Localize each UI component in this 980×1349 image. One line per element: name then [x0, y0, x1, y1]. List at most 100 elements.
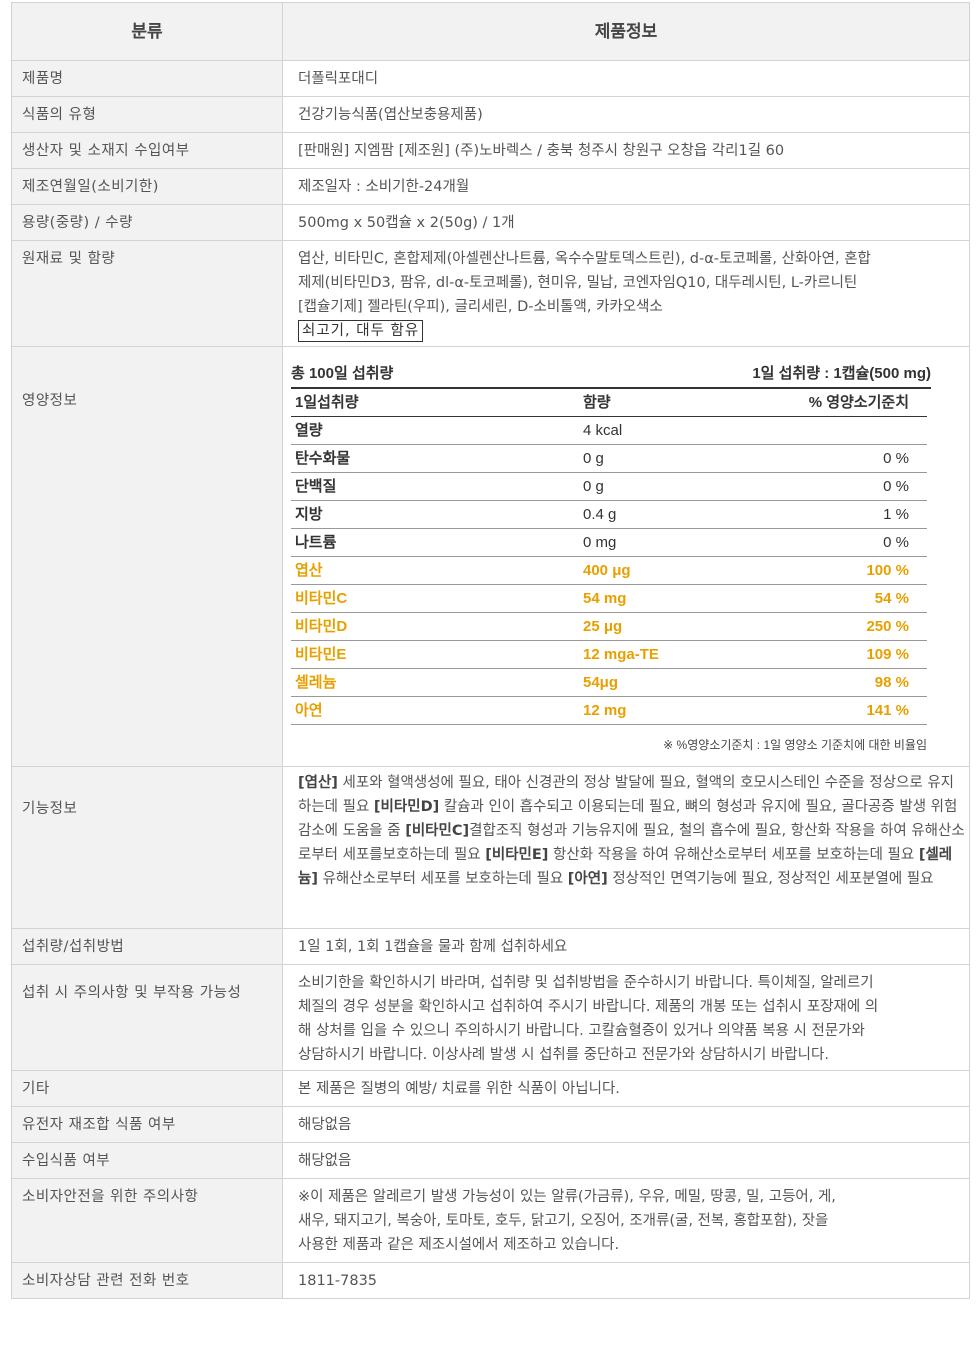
col-pct: % 영양소기준치	[737, 389, 927, 417]
label-phone: 소비자상담 관련 전화 번호	[11, 1262, 283, 1299]
row-etc: 기타 본 제품은 질병의 예방/ 치료를 위한 식품이 아닙니다.	[11, 1070, 970, 1107]
row-safety: 소비자안전을 위한 주의사항 ※이 제품은 알레르기 발생 가능성이 있는 알류…	[11, 1178, 970, 1263]
value-safety: ※이 제품은 알레르기 발생 가능성이 있는 알류(가금류), 우유, 메밀, …	[282, 1178, 970, 1263]
nutrient-amount: 0 g	[579, 472, 737, 501]
row-caution: 섭취 시 주의사항 및 부작용 가능성 소비기한을 확인하시기 바라며, 섭취량…	[11, 964, 970, 1071]
value-nutrition: 총 100일 섭취량 1일 섭취량 : 1캡슐(500 mg) 1일섭취량 함량…	[282, 346, 970, 767]
row-import: 수입식품 여부 해당없음	[11, 1142, 970, 1179]
nutrient-name: 지방	[291, 500, 579, 529]
value-import: 해당없음	[282, 1142, 970, 1179]
nutrient-amount: 12 mga-TE	[579, 640, 737, 669]
row-gmo: 유전자 재조합 식품 여부 해당없음	[11, 1106, 970, 1143]
label-caution: 섭취 시 주의사항 및 부작용 가능성	[11, 964, 283, 1071]
nutrient-amount: 4 kcal	[579, 416, 737, 445]
function-tag: [엽산]	[298, 775, 338, 791]
function-tag: [비타민E]	[485, 847, 549, 863]
nutrition-row-highlight: 비타민C 54 mg 54 %	[291, 584, 927, 613]
safety-line: ※이 제품은 알레르기 발생 가능성이 있는 알류(가금류), 우유, 메밀, …	[298, 1189, 836, 1205]
nutrient-amount: 54μg	[579, 668, 737, 697]
function-tag: [셀레늄]	[298, 847, 953, 887]
function-text: 항산화 작용을 하여 유해산소로부터 세포를 보호하는데 필요	[548, 847, 919, 863]
caution-line: 소비기한을 확인하시기 바라며, 섭취량 및 섭취방법을 준수하시기 바랍니다.…	[298, 975, 874, 991]
product-info-table: 분류 제품정보 제품명 더폴릭포대디 식품의 유형 건강기능식품(엽산보충용제품…	[11, 2, 970, 1299]
label-safety: 소비자안전을 위한 주의사항	[11, 1178, 283, 1263]
label-ingredients: 원재료 및 함량	[11, 240, 283, 347]
label-type: 식품의 유형	[11, 96, 283, 133]
nutrient-name: 탄수화물	[291, 444, 579, 473]
nutrition-note: ※ %영양소기준치 : 1일 영양소 기준치에 대한 비율임	[663, 738, 927, 752]
category-header: 분류	[11, 2, 283, 61]
value-maker: [판매원] 지엠팜 [제조원] (주)노바렉스 / 충북 청주시 창원구 오창읍…	[282, 132, 970, 169]
function-tag: [아연]	[567, 871, 608, 887]
row-phone: 소비자상담 관련 전화 번호 1811-7835	[11, 1262, 970, 1299]
value-gmo: 해당없음	[282, 1106, 970, 1143]
nutrient-pct: 0 %	[737, 528, 927, 557]
row-nutrition: 영양정보 총 100일 섭취량 1일 섭취량 : 1캡슐(500 mg) 1일섭…	[11, 346, 970, 767]
label-import: 수입식품 여부	[11, 1142, 283, 1179]
value-etc: 본 제품은 질병의 예방/ 치료를 위한 식품이 아닙니다.	[282, 1070, 970, 1107]
value-type: 건강기능식품(엽산보충용제품)	[282, 96, 970, 133]
label-date: 제조연월일(소비기한)	[11, 168, 283, 205]
row-name: 제품명 더폴릭포대디	[11, 60, 970, 97]
nutrient-name: 아연	[291, 696, 579, 725]
nutrition-column-header: 1일섭취량 함량 % 영양소기준치	[291, 389, 927, 417]
row-type: 식품의 유형 건강기능식품(엽산보충용제품)	[11, 96, 970, 133]
function-text: 유해산소로부터 세포를 보호하는데 필요	[317, 871, 568, 887]
nutrient-pct	[737, 416, 927, 445]
label-intake: 섭취량/섭취방법	[11, 928, 283, 965]
nutrient-name: 단백질	[291, 472, 579, 501]
value-date: 제조일자 : 소비기한-24개월	[282, 168, 970, 205]
label-gmo: 유전자 재조합 식품 여부	[11, 1106, 283, 1143]
allergen-box: 쇠고기, 대두 함유	[298, 320, 424, 342]
ingredients-line: 엽산, 비타민C, 혼합제제(아셀렌산나트륨, 옥수수말토덱스트린), d-α-…	[298, 251, 871, 267]
caution-line: 체질의 경우 성분을 확인하시고 섭취하여 주시기 바랍니다. 제품의 개봉 또…	[298, 999, 879, 1015]
function-text: 세포와 혈액생성에 필요, 태아 신경관의 정상 발달에 필요, 혈액의 호모시…	[298, 775, 955, 815]
function-tag: [비타민C]	[405, 823, 470, 839]
nutrition-row-highlight: 셀레늄 54μg 98 %	[291, 668, 927, 697]
nutrient-name: 나트륨	[291, 528, 579, 557]
label-volume: 용량(중량) / 수량	[11, 204, 283, 241]
nutrition-head: 총 100일 섭취량 1일 섭취량 : 1캡슐(500 mg)	[291, 361, 931, 389]
nutrient-amount: 0.4 g	[579, 500, 737, 529]
nutrient-amount: 400 μg	[579, 556, 737, 585]
ingredients-line: 제제(비타민D3, 팜유, dl-α-토코페롤), 현미유, 밀납, 코엔자임Q…	[298, 275, 858, 291]
nutrient-pct: 1 %	[737, 500, 927, 529]
product-info-header: 제품정보	[282, 2, 970, 61]
nutrient-name: 셀레늄	[291, 668, 579, 697]
value-volume: 500mg x 50캡슐 x 2(50g) / 1개	[282, 204, 970, 241]
caution-line: 해 상처를 입을 수 있으니 주의하시기 바랍니다. 고칼슘혈증이 있거나 의약…	[298, 1023, 865, 1039]
function-text: 정상적인 면역기능에 필요, 정상적인 세포분열에 필요	[607, 871, 934, 887]
safety-line: 새우, 돼지고기, 복숭아, 토마토, 호두, 닭고기, 오징어, 조개류(굴,…	[298, 1213, 829, 1229]
function-tag: [비타민D]	[373, 799, 440, 815]
header-row: 분류 제품정보	[11, 2, 970, 61]
nutrient-amount: 0 g	[579, 444, 737, 473]
row-intake: 섭취량/섭취방법 1일 1회, 1회 1캡슐을 물과 함께 섭취하세요	[11, 928, 970, 965]
nutrition-row: 나트륨 0 mg 0 %	[291, 528, 927, 557]
nutrient-pct: 54 %	[737, 584, 927, 613]
row-ingredients: 원재료 및 함량 엽산, 비타민C, 혼합제제(아셀렌산나트륨, 옥수수말토덱스…	[11, 240, 970, 347]
nutrient-name: 엽산	[291, 556, 579, 585]
caution-line: 상담하시기 바랍니다. 이상사례 발생 시 섭취를 중단하고 전문가와 상담하시…	[298, 1047, 829, 1063]
nutrient-amount: 25 μg	[579, 612, 737, 641]
nutrient-pct: 100 %	[737, 556, 927, 585]
nutrition-row-highlight: 엽산 400 μg 100 %	[291, 556, 927, 585]
nutrient-name: 비타민E	[291, 640, 579, 669]
value-function: [엽산] 세포와 혈액생성에 필요, 태아 신경관의 정상 발달에 필요, 혈액…	[282, 766, 970, 929]
row-maker: 생산자 및 소재지 수입여부 [판매원] 지엠팜 [제조원] (주)노바렉스 /…	[11, 132, 970, 169]
value-ingredients: 엽산, 비타민C, 혼합제제(아셀렌산나트륨, 옥수수말토덱스트린), d-α-…	[282, 240, 970, 347]
row-date: 제조연월일(소비기한) 제조일자 : 소비기한-24개월	[11, 168, 970, 205]
nutrient-pct: 109 %	[737, 640, 927, 669]
nutrient-amount: 12 mg	[579, 696, 737, 725]
row-function: 기능정보 [엽산] 세포와 혈액생성에 필요, 태아 신경관의 정상 발달에 필…	[11, 766, 970, 929]
nutrition-panel: 총 100일 섭취량 1일 섭취량 : 1캡슐(500 mg) 1일섭취량 함량…	[291, 361, 931, 757]
label-name: 제품명	[11, 60, 283, 97]
nutrition-serving: 1일 섭취량 : 1캡슐(500 mg)	[752, 365, 931, 382]
label-function: 기능정보	[11, 766, 283, 929]
label-maker: 생산자 및 소재지 수입여부	[11, 132, 283, 169]
value-caution: 소비기한을 확인하시기 바라며, 섭취량 및 섭취방법을 준수하시기 바랍니다.…	[282, 964, 970, 1071]
nutrient-pct: 0 %	[737, 444, 927, 473]
